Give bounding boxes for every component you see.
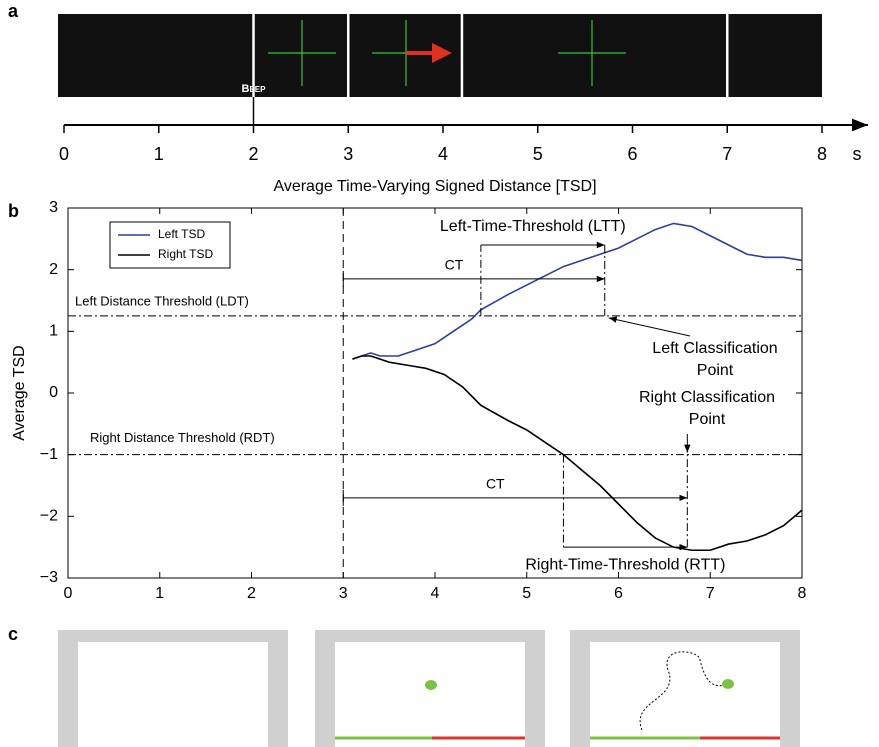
x-tick-label: 4 xyxy=(438,144,448,164)
y-tick-label: −3 xyxy=(40,569,58,586)
classification-label: Point xyxy=(689,411,726,428)
x-tick-label: 4 xyxy=(431,585,440,602)
ct-label: CT xyxy=(486,476,505,492)
data-line xyxy=(352,356,802,550)
x-tick-label: 5 xyxy=(522,585,531,602)
stimulus-strip xyxy=(58,14,822,97)
x-tick-label: 1 xyxy=(154,144,164,164)
y-tick-label: −2 xyxy=(40,508,58,525)
tt-label: Right-Time-Threshold (RTT) xyxy=(525,556,725,573)
x-tick-label: 3 xyxy=(339,585,348,602)
x-tick-label: 1 xyxy=(155,585,164,602)
classification-label: Right Classification xyxy=(639,389,775,406)
panel-c xyxy=(58,630,800,747)
x-tick-label: 7 xyxy=(706,585,715,602)
panel-label: a xyxy=(8,1,19,21)
x-tick-label: 7 xyxy=(722,144,732,164)
x-tick-label: 6 xyxy=(614,585,623,602)
chart-title: Average Time-Varying Signed Distance [TS… xyxy=(273,178,596,195)
x-tick-label: 5 xyxy=(533,144,543,164)
threshold-label: Right Distance Threshold (RDT) xyxy=(90,430,275,445)
legend-label: Right TSD xyxy=(158,247,213,261)
x-tick-label: 8 xyxy=(798,585,807,602)
y-tick-label: 1 xyxy=(49,323,58,340)
ct-label: CT xyxy=(445,257,464,273)
x-tick-label: 0 xyxy=(64,585,73,602)
y-axis-label: Average TSD xyxy=(11,345,28,440)
x-tick-label: 8 xyxy=(817,144,827,164)
x-tick-label: 6 xyxy=(627,144,637,164)
tt-label: Left-Time-Threshold (LTT) xyxy=(440,218,626,235)
legend-label: Left TSD xyxy=(158,227,205,241)
y-tick-label: 2 xyxy=(49,261,58,278)
beep-label: Beep xyxy=(242,83,267,95)
classification-label: Left Classification xyxy=(652,340,777,357)
x-tick-label: 0 xyxy=(59,144,69,164)
y-tick-label: −1 xyxy=(40,446,58,463)
unit-label: s xyxy=(853,144,862,164)
x-tick-label: 2 xyxy=(248,144,258,164)
classification-label: Point xyxy=(697,362,734,379)
classification-pointer xyxy=(609,318,690,336)
x-tick-label: 3 xyxy=(343,144,353,164)
x-tick-label: 2 xyxy=(247,585,256,602)
panel-label: c xyxy=(8,624,18,644)
panel-label: b xyxy=(8,201,19,221)
y-tick-label: 3 xyxy=(49,199,58,216)
threshold-label: Left Distance Threshold (LDT) xyxy=(75,293,249,308)
data-line xyxy=(352,223,802,359)
y-tick-label: 0 xyxy=(49,384,58,401)
